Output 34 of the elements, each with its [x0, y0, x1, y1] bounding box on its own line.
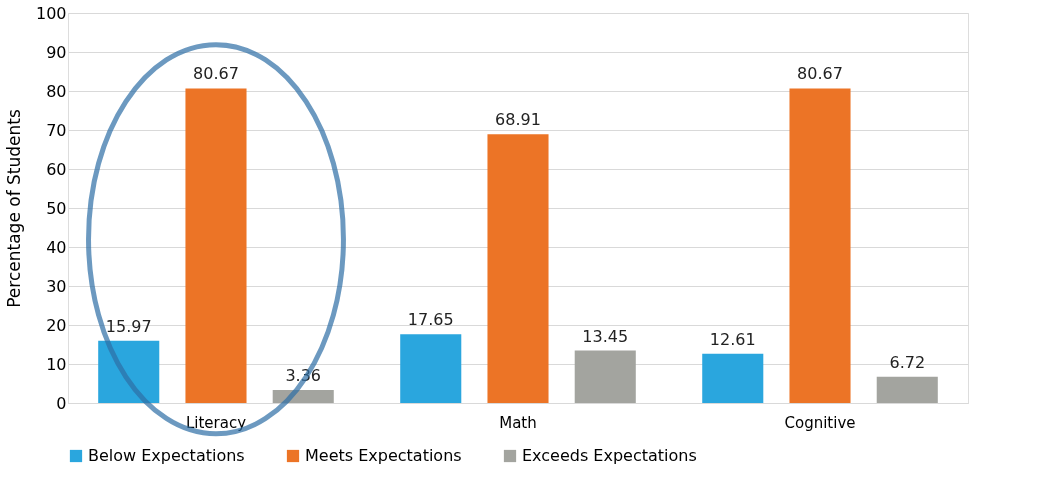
y-tick-label: 50: [46, 198, 67, 218]
y-tick-label: 100: [35, 3, 67, 23]
bar: [185, 88, 247, 403]
y-tick-label: 0: [56, 393, 67, 413]
legend-label: Meets Expectations: [305, 446, 462, 465]
data-label: 17.65: [407, 310, 454, 330]
data-label: 80.67: [797, 64, 843, 84]
data-label: 12.61: [709, 329, 756, 349]
y-tick-label: 30: [46, 276, 67, 296]
bar: [574, 350, 636, 403]
legend-label: Below Expectations: [88, 446, 245, 465]
y-tick-label: 80: [46, 81, 67, 101]
y-tick-label: 40: [46, 237, 67, 257]
x-tick-label: Cognitive: [784, 413, 856, 432]
y-axis-title: Percentage of Students: [3, 109, 24, 308]
bar: [487, 134, 549, 403]
y-tick-label: 20: [46, 315, 67, 335]
data-label: 80.67: [193, 64, 239, 84]
data-label: 15.97: [105, 316, 152, 336]
bar: [400, 334, 462, 403]
legend-label: Exceeds Expectations: [522, 446, 697, 465]
data-label: 68.91: [495, 110, 541, 130]
data-label: 13.45: [582, 326, 629, 346]
bar: [702, 353, 764, 403]
bar: [789, 88, 851, 403]
bar: [98, 340, 160, 403]
y-tick-label: 70: [46, 120, 67, 140]
y-tick-label: 10: [46, 354, 67, 374]
y-tick-label: 90: [46, 42, 67, 62]
bar: [876, 376, 938, 403]
x-tick-label: Math: [499, 413, 537, 432]
x-tick-label: Literacy: [185, 413, 247, 432]
y-tick-label: 60: [46, 159, 67, 179]
data-label: 6.72: [889, 352, 926, 372]
